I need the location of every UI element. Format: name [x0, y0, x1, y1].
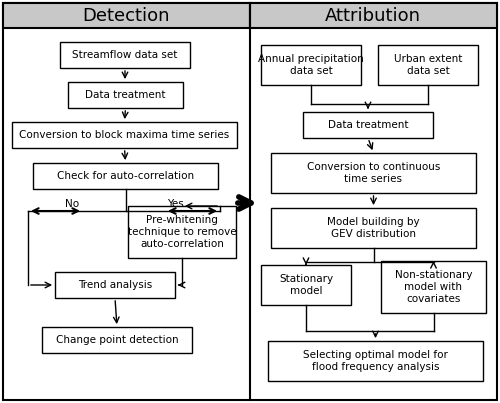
Text: Stationary
model: Stationary model: [279, 274, 333, 296]
Text: Trend analysis: Trend analysis: [78, 280, 152, 290]
Text: Pre-whitening
technique to remove
auto-correlation: Pre-whitening technique to remove auto-c…: [128, 215, 236, 249]
Bar: [12, 122, 237, 148]
Bar: [250, 3, 497, 28]
Text: Yes: Yes: [166, 199, 184, 209]
Bar: [271, 208, 476, 248]
Bar: [261, 265, 351, 305]
Bar: [250, 3, 497, 28]
Text: Conversion to block maxima time series: Conversion to block maxima time series: [20, 130, 230, 140]
Text: No: No: [65, 199, 79, 209]
Bar: [128, 206, 236, 258]
Text: Detection: Detection: [82, 7, 170, 25]
Text: Selecting optimal model for
flood frequency analysis: Selecting optimal model for flood freque…: [303, 350, 448, 372]
Bar: [55, 272, 175, 298]
Bar: [33, 163, 218, 189]
Bar: [268, 341, 483, 381]
Bar: [381, 261, 486, 313]
Bar: [68, 82, 183, 108]
Bar: [271, 153, 476, 193]
Text: Annual precipitation
data set: Annual precipitation data set: [258, 54, 364, 76]
Text: Urban extent
data set: Urban extent data set: [394, 54, 462, 76]
Text: Non-stationary
model with
covariates: Non-stationary model with covariates: [395, 270, 472, 303]
Text: Conversion to continuous
time series: Conversion to continuous time series: [307, 162, 440, 184]
Text: Data treatment: Data treatment: [85, 90, 166, 100]
Bar: [378, 45, 478, 85]
Bar: [3, 3, 250, 28]
Text: Attribution: Attribution: [325, 7, 421, 25]
Bar: [60, 42, 190, 68]
Text: Data treatment: Data treatment: [328, 120, 408, 130]
Bar: [42, 327, 192, 353]
Bar: [3, 3, 250, 28]
Text: Check for auto-correlation: Check for auto-correlation: [57, 171, 194, 181]
Bar: [261, 45, 361, 85]
Bar: [303, 112, 433, 138]
Text: Streamflow data set: Streamflow data set: [72, 50, 178, 60]
Text: Change point detection: Change point detection: [56, 335, 178, 345]
Text: Model building by
GEV distribution: Model building by GEV distribution: [327, 217, 420, 239]
